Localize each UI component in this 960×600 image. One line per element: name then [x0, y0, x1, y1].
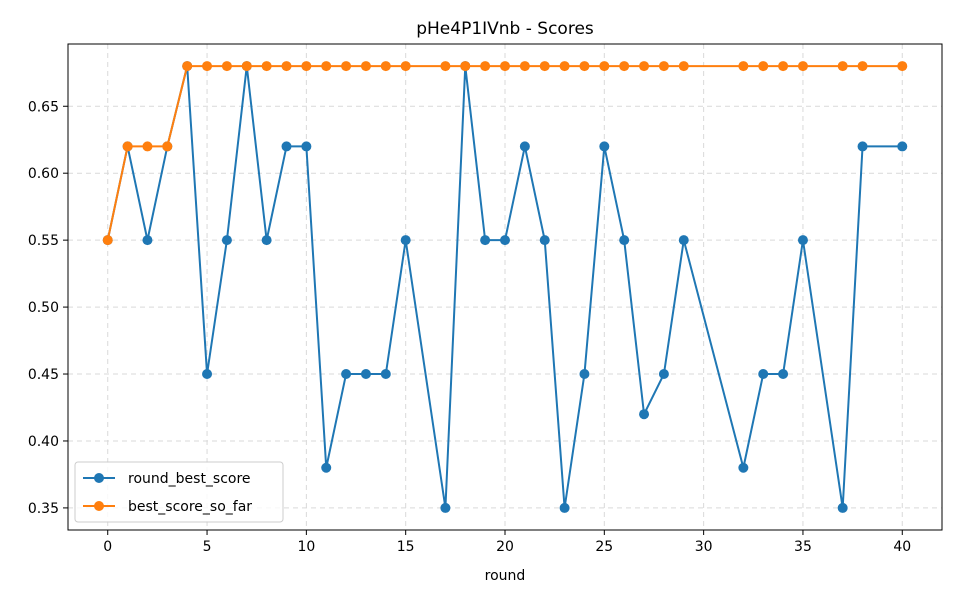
data-point-round-best-score [440, 502, 451, 513]
y-tick-label: 0.55 [28, 233, 59, 249]
data-point-round-best-score [539, 235, 550, 246]
data-point-best-score-so-far [281, 61, 292, 72]
data-point-round-best-score [281, 141, 292, 152]
data-point-best-score-so-far [142, 141, 153, 152]
x-axis-label: round [485, 568, 526, 584]
y-tick-label: 0.60 [28, 166, 59, 182]
data-point-best-score-so-far [519, 61, 530, 72]
data-point-round-best-score [202, 369, 213, 380]
x-tick-label: 35 [794, 539, 812, 555]
data-point-round-best-score [400, 235, 411, 246]
legend-marker-best-score-so-far [94, 501, 104, 511]
data-point-best-score-so-far [182, 61, 193, 72]
data-point-best-score-so-far [897, 61, 908, 72]
data-point-round-best-score [857, 141, 868, 152]
data-point-round-best-score [301, 141, 312, 152]
data-point-best-score-so-far [619, 61, 630, 72]
data-point-round-best-score [221, 235, 232, 246]
data-point-round-best-score [897, 141, 908, 152]
series-layer [102, 61, 908, 513]
data-point-best-score-so-far [202, 61, 213, 72]
data-point-best-score-so-far [837, 61, 848, 72]
data-point-best-score-so-far [758, 61, 769, 72]
x-tick-label: 15 [397, 539, 415, 555]
series-best-score-so-far [102, 61, 908, 246]
data-point-best-score-so-far [539, 61, 550, 72]
data-point-best-score-so-far [360, 61, 371, 72]
data-point-round-best-score [341, 369, 352, 380]
x-tick-label: 20 [496, 539, 514, 555]
x-tick-label: 0 [103, 539, 112, 555]
data-point-best-score-so-far [241, 61, 252, 72]
y-tick-label: 0.45 [28, 367, 59, 383]
data-point-round-best-score [360, 369, 371, 380]
data-point-best-score-so-far [778, 61, 789, 72]
chart-title: pHe4P1IVnb - Scores [416, 19, 594, 39]
data-point-best-score-so-far [261, 61, 272, 72]
data-point-round-best-score [142, 235, 153, 246]
data-point-best-score-so-far [857, 61, 868, 72]
data-point-round-best-score [579, 369, 590, 380]
y-tick-label: 0.35 [28, 501, 59, 517]
data-point-best-score-so-far [122, 141, 133, 152]
data-point-best-score-so-far [321, 61, 332, 72]
data-point-round-best-score [321, 462, 332, 473]
data-point-best-score-so-far [221, 61, 232, 72]
y-tick-label: 0.40 [28, 434, 59, 450]
data-point-round-best-score [678, 235, 689, 246]
x-tick-label: 5 [203, 539, 212, 555]
data-point-round-best-score [559, 502, 570, 513]
y-tick-label: 0.50 [28, 300, 59, 316]
legend-box [74, 461, 284, 523]
data-point-best-score-so-far [102, 235, 113, 246]
data-point-round-best-score [619, 235, 630, 246]
data-point-round-best-score [500, 235, 510, 246]
data-point-round-best-score [261, 235, 272, 246]
y-tick-label: 0.65 [28, 99, 59, 115]
data-point-round-best-score [519, 141, 530, 152]
data-point-best-score-so-far [678, 61, 689, 72]
data-point-round-best-score [837, 502, 848, 513]
series-line-round-best-score [106, 65, 903, 509]
data-point-best-score-so-far [460, 61, 471, 72]
data-point-best-score-so-far [639, 61, 650, 72]
data-point-best-score-so-far [380, 61, 391, 72]
x-tick-label: 25 [595, 539, 613, 555]
data-point-round-best-score [639, 409, 650, 420]
data-point-best-score-so-far [797, 61, 808, 72]
data-point-best-score-so-far [301, 61, 312, 72]
ticks: 0 5 10 15 20 25 30 35 40 0.35 0.40 0.45 0.50 0.55 0.60… [28, 99, 911, 555]
x-tick-label: 10 [297, 539, 315, 555]
data-point-best-score-so-far [579, 61, 590, 72]
data-point-round-best-score [599, 141, 610, 152]
data-point-best-score-so-far [162, 141, 173, 152]
data-point-best-score-so-far [738, 61, 749, 72]
data-point-round-best-score [658, 369, 669, 380]
x-tick-label: 40 [893, 539, 911, 555]
data-point-round-best-score [480, 235, 491, 246]
data-point-best-score-so-far [658, 61, 669, 72]
legend: round_best_score best_score_so_far [74, 461, 284, 523]
data-point-best-score-so-far [480, 61, 491, 72]
data-point-best-score-so-far [440, 61, 451, 72]
data-point-best-score-so-far [400, 61, 411, 72]
data-point-round-best-score [738, 462, 749, 473]
data-point-best-score-so-far [599, 61, 610, 72]
data-point-round-best-score [380, 369, 391, 380]
data-point-round-best-score [778, 369, 789, 380]
data-point-best-score-so-far [341, 61, 352, 72]
x-tick-label: 30 [695, 539, 713, 555]
data-point-best-score-so-far [559, 61, 570, 72]
data-point-round-best-score [797, 235, 808, 246]
legend-marker-round-best-score [94, 473, 104, 483]
data-point-round-best-score [758, 369, 769, 380]
legend-label-round-best-score: round_best_score [128, 471, 251, 487]
legend-label-best-score-so-far: best_score_so_far [128, 499, 252, 515]
data-point-best-score-so-far [500, 61, 510, 72]
